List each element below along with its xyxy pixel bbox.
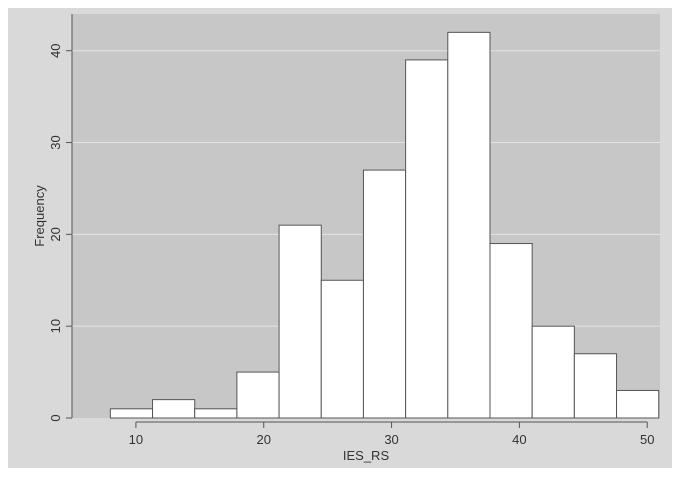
y-tick-label: 10 xyxy=(48,319,63,333)
histogram-bar xyxy=(405,59,449,419)
axes: 0 10 20 30 40 10 20 30 40 50 xyxy=(48,14,654,447)
histogram-bar xyxy=(320,279,364,419)
histogram-bar xyxy=(278,224,322,419)
x-tick-label: 40 xyxy=(512,432,526,447)
histogram-bar xyxy=(152,399,196,419)
y-tick-label: 40 xyxy=(48,43,63,57)
y-tick-label: 0 xyxy=(48,414,63,421)
histogram-bar xyxy=(489,243,533,419)
x-axis-title: IES_RS xyxy=(343,448,390,463)
y-tick-label: 30 xyxy=(48,135,63,149)
histogram-bar xyxy=(194,408,238,419)
x-tick-label: 50 xyxy=(640,432,654,447)
histogram-bar xyxy=(236,371,280,419)
x-tick-label: 20 xyxy=(257,432,271,447)
histogram-bar xyxy=(447,31,491,419)
y-tick-label: 20 xyxy=(48,227,63,241)
y-axis-title: Frequency xyxy=(32,185,47,247)
histogram-bar xyxy=(616,389,660,419)
histogram-bar xyxy=(531,325,575,419)
histogram-bar xyxy=(362,169,407,419)
bars xyxy=(109,31,660,419)
x-tick-label: 30 xyxy=(384,432,398,447)
histogram-bar xyxy=(109,408,154,419)
x-tick-label: 10 xyxy=(129,432,143,447)
histogram-bar xyxy=(573,353,618,419)
